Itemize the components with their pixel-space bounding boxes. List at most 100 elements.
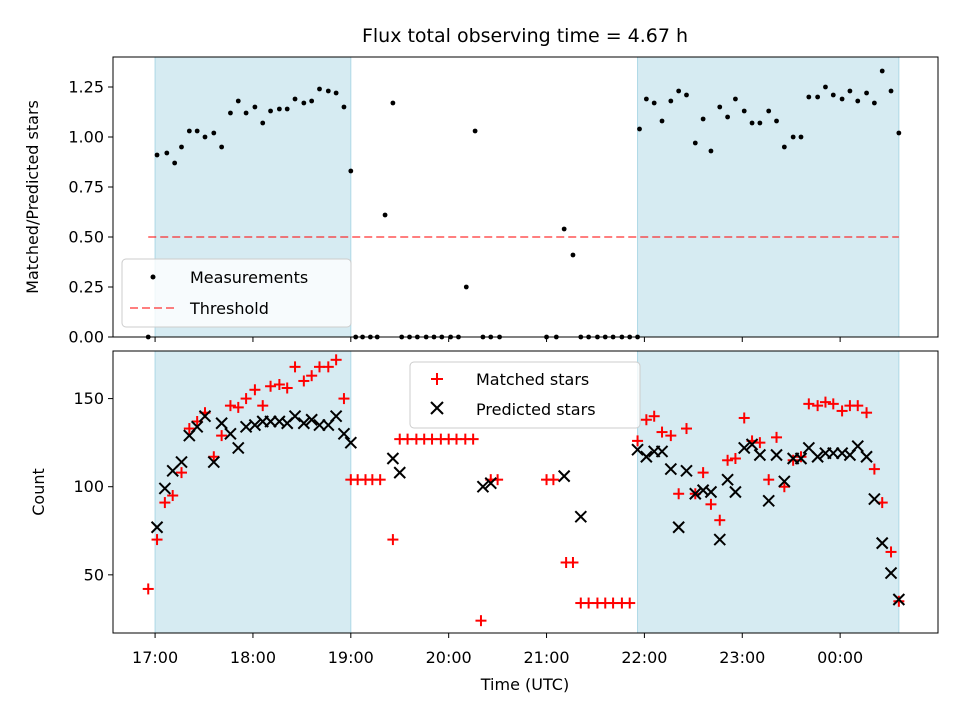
matched-point xyxy=(697,467,709,479)
measurement-point xyxy=(830,92,836,98)
bottom-axes-frame xyxy=(112,350,939,634)
matched-point xyxy=(224,400,236,412)
matched-point xyxy=(167,490,179,502)
measurement-point xyxy=(382,212,388,218)
measurement-point xyxy=(252,104,258,110)
legend-matched-label: Matched stars xyxy=(476,370,589,389)
measurement-point xyxy=(341,104,347,110)
measurement-point xyxy=(659,118,665,124)
top-y-ticks: 0.00 0.25 0.50 0.75 1.00 1.25 xyxy=(68,78,113,347)
predicted-point xyxy=(574,510,588,523)
measurement-point xyxy=(284,106,290,112)
measurement-point xyxy=(766,108,772,114)
predicted-point xyxy=(264,415,277,428)
top-axes-frame xyxy=(112,56,939,338)
matched-point xyxy=(705,498,717,510)
measurement-point xyxy=(317,86,322,92)
matched-point xyxy=(151,534,163,546)
measurement-point xyxy=(561,226,567,232)
x-tick-label: 18:00 xyxy=(230,648,276,667)
predicted-point xyxy=(892,593,906,606)
measurement-point xyxy=(235,98,241,104)
matched-point xyxy=(852,400,864,412)
measurement-point xyxy=(896,130,902,136)
measurement-point xyxy=(637,126,642,132)
matched-point xyxy=(827,398,839,410)
matched-point xyxy=(374,474,386,486)
measurement-point xyxy=(333,90,339,96)
predicted-point xyxy=(851,439,864,453)
measurement-point xyxy=(864,90,869,96)
matched-point xyxy=(787,454,799,466)
x-axis-label: Time (UTC) xyxy=(480,675,569,694)
y-tick-label: 50 xyxy=(84,565,104,584)
matched-point xyxy=(778,481,790,493)
x-tick-label: 20:00 xyxy=(426,648,472,667)
matched-point xyxy=(567,557,579,568)
matched-point xyxy=(281,382,293,394)
x-tick-label: 22:00 xyxy=(621,648,667,667)
measurement-point xyxy=(172,160,178,166)
matched-point xyxy=(257,400,269,412)
y-tick-label: 0.75 xyxy=(68,178,104,197)
measurement-point xyxy=(725,114,730,120)
predicted-point xyxy=(313,418,326,432)
measurement-point xyxy=(211,130,217,136)
matched-point xyxy=(142,583,154,595)
predicted-point xyxy=(393,466,406,479)
predicted-point xyxy=(158,482,172,495)
predicted-point xyxy=(297,417,311,430)
predicted-point xyxy=(664,462,678,476)
measurement-point xyxy=(643,96,649,102)
predicted-point xyxy=(190,420,204,433)
shaded-span xyxy=(637,56,900,338)
measurement-point xyxy=(847,88,853,94)
predicted-point xyxy=(655,445,669,458)
predicted-point xyxy=(868,492,881,506)
measurement-point xyxy=(325,88,331,94)
measurement-point xyxy=(228,110,233,116)
legend-measurements-label: Measurements xyxy=(190,268,308,287)
predicted-point xyxy=(288,410,302,423)
x-tick-label: 23:00 xyxy=(719,648,765,667)
matched-point xyxy=(868,463,880,475)
x-tick-label: 21:00 xyxy=(523,648,569,667)
predicted-point xyxy=(640,450,653,463)
predicted-point xyxy=(672,521,685,534)
predicted-point xyxy=(248,418,262,432)
matched-point xyxy=(216,430,228,442)
x-tick-label: 19:00 xyxy=(328,648,374,667)
matched-point xyxy=(467,433,479,445)
measurement-point xyxy=(570,252,576,258)
top-legend: Measurements Threshold xyxy=(121,258,352,328)
predicted-point xyxy=(150,521,164,534)
measurement-point xyxy=(888,88,894,94)
predicted-point xyxy=(753,448,767,462)
measurement-point xyxy=(757,120,763,126)
measurement-point xyxy=(164,150,170,156)
measurement-point xyxy=(390,100,396,106)
measurement-point xyxy=(472,128,478,134)
predicted-point xyxy=(689,487,702,500)
matched-point xyxy=(893,595,905,607)
matched-point xyxy=(885,546,897,558)
matched-point xyxy=(680,423,692,435)
matched-point xyxy=(729,453,741,465)
matched-point xyxy=(795,451,807,463)
matched-point xyxy=(640,414,652,426)
matched-point xyxy=(722,454,734,466)
y-tick-label: 0.25 xyxy=(68,278,104,297)
predicted-point xyxy=(762,494,775,508)
measurement-point xyxy=(871,100,877,106)
y-tick-label: 1.25 xyxy=(68,78,104,97)
matched-point xyxy=(836,405,848,417)
measurement-point xyxy=(668,98,674,104)
measurement-point xyxy=(708,148,714,154)
shaded-span xyxy=(637,350,900,634)
matched-point xyxy=(387,534,399,546)
measurement-point xyxy=(790,134,796,140)
bottom-legend: Matched stars Predicted stars xyxy=(409,361,641,429)
measurement-point xyxy=(781,144,787,150)
matched-point xyxy=(656,426,668,438)
